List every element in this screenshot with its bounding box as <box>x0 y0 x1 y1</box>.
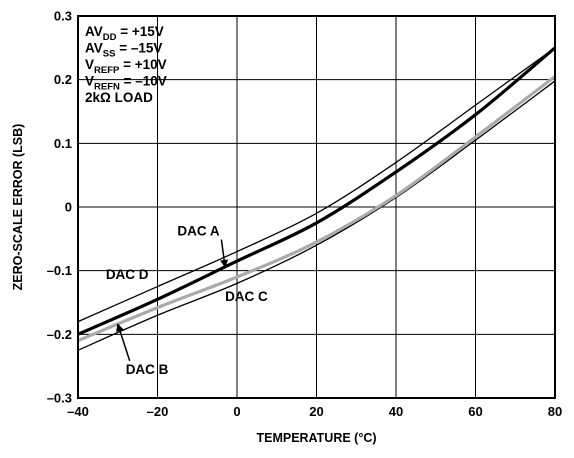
y-tick-label: 0.2 <box>54 72 72 87</box>
series-line-dac-a <box>77 46 557 336</box>
x-tick-label: 20 <box>309 404 323 419</box>
y-tick-labels: 0.3 0.2 0.1 0 –0.1 –0.2 –0.3 <box>47 9 72 406</box>
y-tick-label: –0.1 <box>47 263 72 278</box>
annotation-arrow <box>116 323 131 362</box>
x-tick-label: 80 <box>548 404 562 419</box>
x-axis-title: TEMPERATURE (°C) <box>256 431 376 445</box>
condition-line: AVSS = –15V <box>85 41 162 60</box>
y-tick-label: 0 <box>65 200 72 215</box>
y-axis-title: ZERO-SCALE ERROR (LSB) <box>11 124 25 291</box>
y-tick-label: –0.3 <box>47 391 72 406</box>
annotation-dac-b: DAC B <box>126 362 169 377</box>
series-line-dac-b <box>77 75 556 343</box>
x-tick-label: 60 <box>468 404 482 419</box>
x-tick-labels: –40 –20 0 20 40 60 80 <box>67 404 562 419</box>
x-tick-label: –40 <box>67 404 89 419</box>
condition-line: 2kΩ LOAD <box>85 90 153 105</box>
condition-line: VREFN = –10V <box>85 74 167 93</box>
y-tick-label: –0.2 <box>47 327 72 342</box>
x-tick-label: 0 <box>233 404 240 419</box>
series-line-dac-d <box>77 47 556 323</box>
x-tick-label: 40 <box>389 404 403 419</box>
condition-line: AVDD = +15V <box>85 24 164 43</box>
series-line-dac-c <box>77 80 556 351</box>
grid <box>78 16 555 398</box>
y-tick-label: 0.1 <box>54 136 72 151</box>
annotation-dac-d: DAC D <box>106 267 149 282</box>
series-annotations: DAC A DAC B DAC C DAC D <box>106 224 268 377</box>
y-tick-label: 0.3 <box>54 9 72 24</box>
annotation-dac-c: DAC C <box>225 289 268 304</box>
plot-frame <box>77 15 556 399</box>
series-lines <box>77 46 557 351</box>
annotation-arrow <box>220 239 229 268</box>
x-tick-label: –20 <box>147 404 169 419</box>
annotation-dac-a: DAC A <box>177 224 219 239</box>
condition-line: VREFP = +10V <box>85 57 167 76</box>
